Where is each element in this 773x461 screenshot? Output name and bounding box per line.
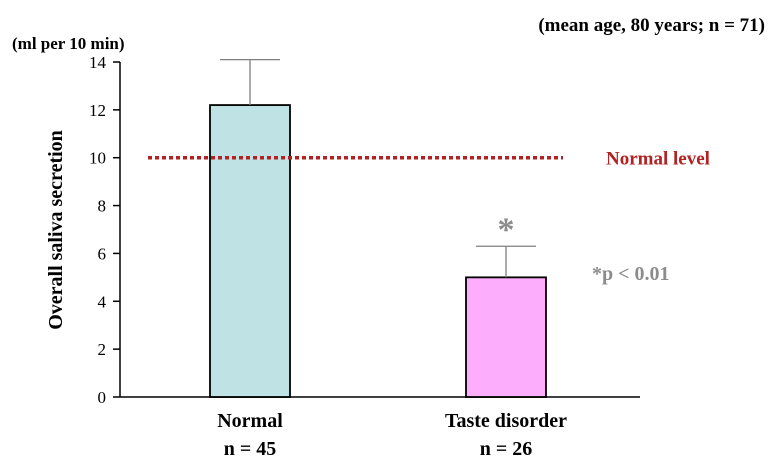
x-category-n-label: n = 45 xyxy=(224,438,277,460)
bar-taste-disorder xyxy=(465,276,547,398)
y-tick-label: 0 xyxy=(98,388,107,407)
y-tick-label: 8 xyxy=(98,197,107,216)
y-tick-label: 12 xyxy=(89,101,106,120)
significance-asterisk: * xyxy=(498,211,515,248)
x-category-n-label: n = 26 xyxy=(480,438,533,460)
y-tick-label: 10 xyxy=(89,149,106,168)
y-axis-title: Overall saliva secretion xyxy=(45,130,67,330)
significance-note: *p < 0.01 xyxy=(592,263,670,285)
x-category-label: Taste disorder xyxy=(445,410,567,432)
x-category-label: Normal xyxy=(217,410,283,432)
chart-annotation: (mean age, 80 years; n = 71) xyxy=(538,15,765,36)
y-tick-label: 4 xyxy=(98,292,107,311)
y-tick-label: 14 xyxy=(89,53,107,72)
normal-level-label: Normal level xyxy=(606,149,710,170)
bar-normal xyxy=(209,104,291,398)
y-axis-ticks: 0 2 4 6 8 10 12 14 xyxy=(89,53,120,407)
x-axis-labels: Normal n = 45 Taste disorder n = 26 xyxy=(217,410,567,460)
y-unit-label: (ml per 10 min) xyxy=(12,34,125,53)
y-tick-label: 2 xyxy=(98,340,107,359)
bars xyxy=(209,104,547,398)
error-bars xyxy=(220,58,536,278)
y-tick-label: 6 xyxy=(98,244,107,263)
